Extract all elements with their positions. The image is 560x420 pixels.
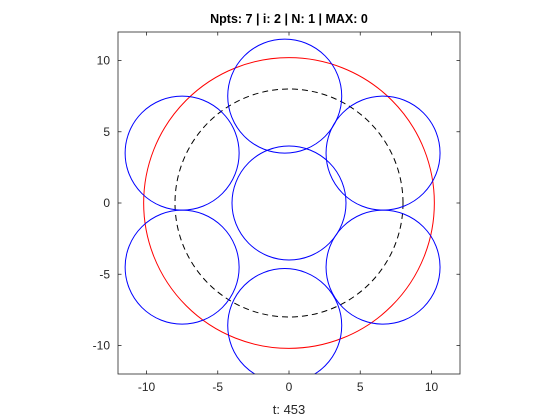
y-tick-label-3: 0 (103, 196, 110, 210)
blue-circle-7 (227, 268, 343, 374)
dashed-circle (174, 88, 404, 318)
blue-circle-4 (325, 95, 441, 211)
blue-circle-6 (325, 209, 441, 325)
y-tick-label-5: 10 (97, 54, 111, 68)
x-tick-label-5: 10 (425, 380, 439, 394)
x-tick-label-2: -5 (212, 380, 223, 394)
chart-title: Npts: 7 | i: 2 | N: 1 | MAX: 0 (210, 12, 368, 26)
y-tick-label-4: 5 (103, 125, 110, 139)
plot-area (124, 38, 441, 374)
x-tick-label-3: 0 (286, 380, 293, 394)
blue-circle-2 (227, 38, 343, 154)
blue-circle-1 (231, 145, 347, 261)
x-tick-label-4: 5 (357, 380, 364, 394)
y-tick-label-2: -5 (99, 267, 110, 281)
y-tick-label-1: -10 (93, 339, 111, 353)
x-axis-label: t: 453 (273, 402, 306, 417)
x-tick-label-1: -10 (138, 380, 156, 394)
blue-circle-3 (124, 95, 240, 211)
ticks: -10 -5 0 5 10 -10 -5 0 5 10 (93, 32, 460, 394)
blue-circle-5 (124, 209, 240, 325)
red-circle (143, 57, 435, 349)
